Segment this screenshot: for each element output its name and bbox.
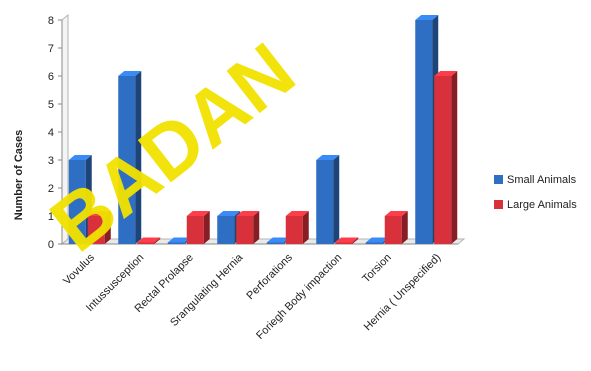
bar <box>68 155 92 244</box>
bars <box>68 15 458 244</box>
legend-swatch <box>494 175 503 184</box>
bar <box>236 211 260 244</box>
legend-swatch <box>494 200 503 209</box>
y-tick-label: 6 <box>48 71 54 83</box>
y-tick-label: 2 <box>48 183 54 195</box>
legend-label: Large Animals <box>507 199 577 211</box>
y-axis-ticks: 0 1 2 3 4 5 6 7 8 <box>48 15 62 251</box>
category-label: Torsion <box>360 252 394 286</box>
y-tick-label: 4 <box>48 127 54 139</box>
watermark: BADAN <box>34 26 310 269</box>
category-label: Foriegh Body impaction <box>254 252 344 342</box>
y-tick-label: 5 <box>48 99 54 111</box>
bar <box>434 71 458 244</box>
y-tick-label: 7 <box>48 43 54 55</box>
bar <box>118 71 142 244</box>
y-tick-label: 0 <box>48 239 54 251</box>
bar <box>384 211 408 244</box>
bar <box>87 211 111 244</box>
bar <box>335 237 359 244</box>
category-label: Perforations <box>244 251 295 302</box>
bar <box>316 155 340 244</box>
y-tick-label: 8 <box>48 15 54 27</box>
bar <box>137 237 161 244</box>
legend: Small Animals Large Animals <box>494 174 577 211</box>
y-axis-title: Number of Cases <box>13 130 25 220</box>
y-tick-label: 3 <box>48 155 54 167</box>
y-tick-label: 1 <box>48 211 54 223</box>
bar <box>186 211 210 244</box>
legend-label: Small Animals <box>507 174 577 186</box>
bar <box>285 211 309 244</box>
